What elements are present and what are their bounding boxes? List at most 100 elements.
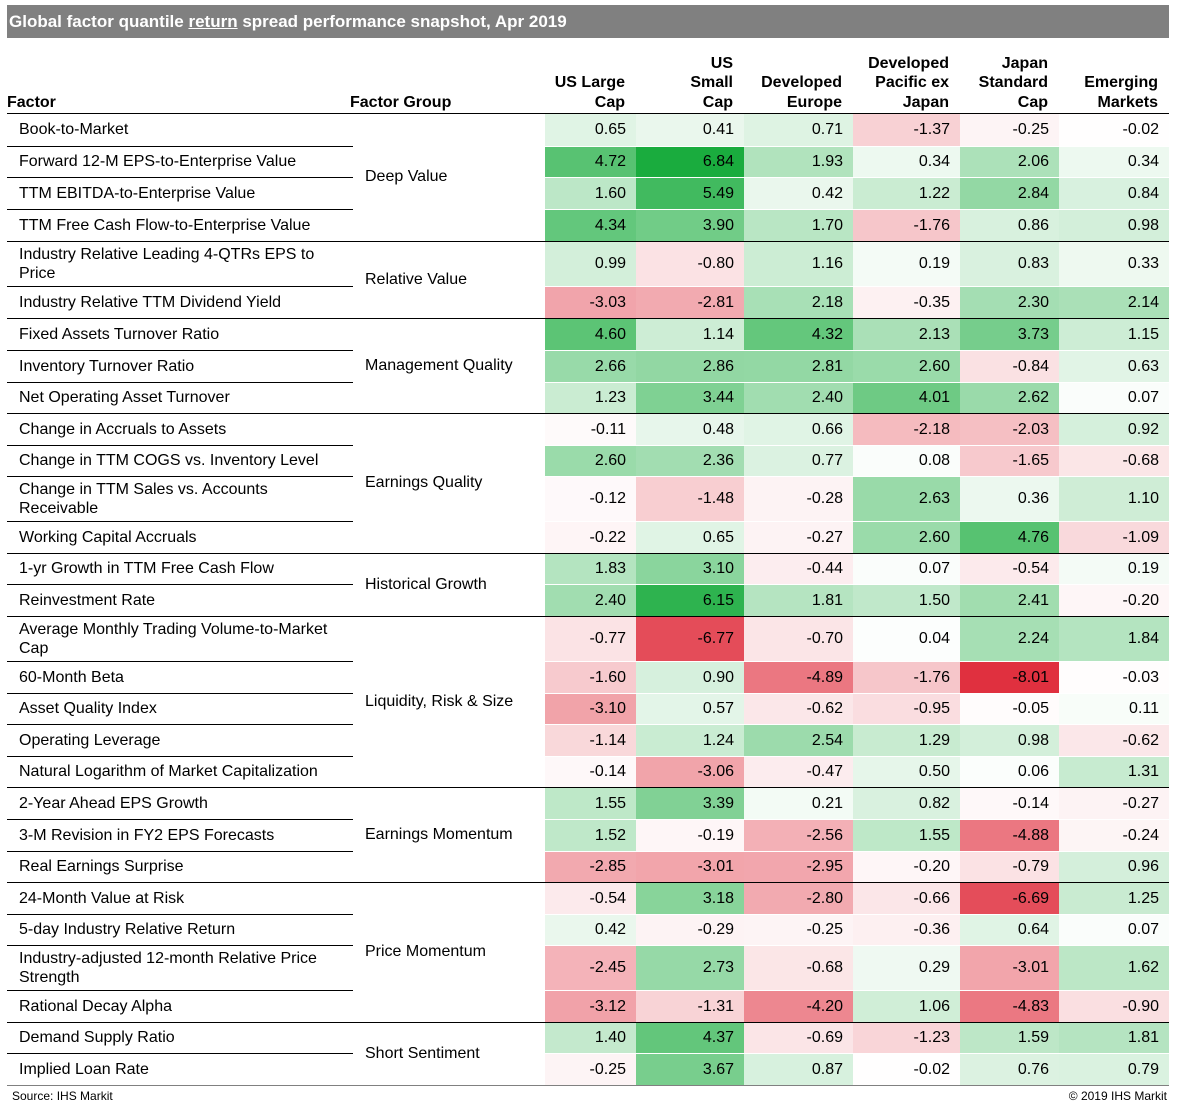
value-cell: 1.55 [545, 788, 636, 819]
column-header: Developed Pacific ex Japan [819, 54, 949, 113]
value-cell: 1.25 [1059, 883, 1169, 914]
factor-name: TTM Free Cash Flow-to-Enterprise Value [19, 216, 311, 234]
value-cell: 1.81 [744, 585, 853, 616]
value-cell: -2.85 [545, 852, 636, 882]
column-header-line: Developed [868, 54, 949, 72]
column-header: Japan Standard Cap [918, 54, 1048, 113]
value-cell: 0.82 [853, 788, 960, 819]
value-cell: 1.70 [744, 210, 853, 241]
value-cell: -0.95 [853, 694, 960, 724]
value-cell: 3.67 [636, 1054, 744, 1085]
column-header-line: Europe [786, 93, 842, 111]
factor-name: Natural Logarithm of Market Capitalizati… [19, 763, 318, 781]
value-cell: 2.06 [960, 147, 1059, 177]
group-divider [7, 1085, 1169, 1086]
value-cell: -0.54 [545, 883, 636, 914]
value-cell: 0.42 [744, 178, 853, 209]
value-cell: 1.24 [636, 725, 744, 756]
value-cell: 0.79 [1059, 1054, 1169, 1085]
value-cell: 0.34 [853, 147, 960, 177]
row-divider [7, 584, 353, 585]
value-cell: -2.03 [960, 414, 1059, 445]
value-cell: -0.25 [545, 1054, 636, 1085]
value-cell: 4.01 [853, 383, 960, 413]
value-cell: 0.83 [960, 242, 1059, 286]
value-cell: -1.23 [853, 1023, 960, 1053]
group-divider [7, 553, 1169, 554]
value-cell: -3.10 [545, 694, 636, 724]
value-cell: 0.33 [1059, 242, 1169, 286]
value-cell: -0.20 [853, 852, 960, 882]
row-divider [7, 476, 353, 477]
factor-name: Reinvestment Rate [19, 591, 156, 609]
value-cell: 4.72 [545, 147, 636, 177]
factor-name: Working Capital Accruals [19, 528, 197, 546]
column-header-line: Emerging [1084, 74, 1158, 91]
factor-name: Average Monthly Trading Volume-to-Market… [19, 620, 328, 658]
value-cell: 4.34 [545, 210, 636, 241]
value-cell: -0.28 [744, 477, 853, 521]
row-divider [7, 945, 353, 946]
factor-name: Industry Relative Leading 4-QTRs EPS to … [19, 245, 315, 283]
factor-group-label: Historical Growth [365, 575, 487, 593]
value-cell: -0.14 [960, 788, 1059, 819]
row-divider [7, 990, 353, 991]
factor-name: Change in TTM COGS vs. Inventory Level [19, 452, 319, 470]
value-cell: -0.90 [1059, 991, 1169, 1022]
value-cell: 0.86 [960, 210, 1059, 241]
factor-group-label: Liquidity, Risk & Size [365, 692, 514, 710]
value-cell: 0.21 [744, 788, 853, 819]
value-cell: 2.18 [744, 287, 853, 318]
value-cell: 2.54 [744, 725, 853, 756]
value-cell: 1.59 [960, 1023, 1059, 1053]
value-cell: 3.73 [960, 319, 1059, 350]
value-cell: -3.06 [636, 757, 744, 787]
source-note: Source: IHS Markit [12, 1089, 113, 1103]
value-cell: 1.10 [1059, 477, 1169, 521]
value-cell: 3.10 [636, 554, 744, 584]
value-cell: 1.50 [853, 585, 960, 616]
value-cell: -0.27 [744, 522, 853, 553]
value-cell: 0.04 [853, 617, 960, 661]
value-cell: 0.64 [960, 915, 1059, 945]
value-cell: -0.66 [853, 883, 960, 914]
value-cell: 1.84 [1059, 617, 1169, 661]
value-cell: 2.62 [960, 383, 1059, 413]
value-cell: 3.90 [636, 210, 744, 241]
factor-group-label: Deep Value [365, 168, 448, 185]
factor-table: Book-to-Market 0.65 0.41 0.71 -1.37 -0.25 -0.0… [7, 113, 1169, 1086]
value-cell: 0.07 [1059, 915, 1169, 945]
row-divider [7, 445, 353, 446]
value-cell: -2.95 [744, 852, 853, 882]
factor-name: Industry Relative TTM Dividend Yield [19, 293, 282, 311]
value-cell: -1.76 [853, 662, 960, 693]
value-cell: 1.55 [853, 820, 960, 851]
value-cell: 0.11 [1059, 694, 1169, 724]
value-cell: 1.81 [1059, 1023, 1169, 1053]
value-cell: 0.07 [853, 554, 960, 584]
value-cell: 2.63 [853, 477, 960, 521]
value-cell: -0.62 [744, 694, 853, 724]
value-cell: -1.31 [636, 991, 744, 1022]
value-cell: -3.01 [636, 852, 744, 882]
value-cell: 2.86 [636, 351, 744, 382]
column-header-line: Japan [902, 93, 949, 111]
value-cell: 2.40 [744, 383, 853, 413]
value-cell: 0.96 [1059, 852, 1169, 882]
value-cell: -0.47 [744, 757, 853, 787]
value-cell: 4.32 [744, 319, 853, 350]
row-divider [7, 661, 353, 662]
value-cell: 0.50 [853, 757, 960, 787]
factor-group-label: Price Momentum [365, 943, 486, 960]
value-cell: -3.03 [545, 287, 636, 318]
column-header-line: Japan [1001, 54, 1048, 72]
value-cell: -0.68 [1059, 446, 1169, 476]
value-cell: 0.65 [545, 114, 636, 146]
value-cell: -1.14 [545, 725, 636, 756]
row-divider [7, 177, 353, 178]
value-cell: -0.77 [545, 617, 636, 661]
row-divider [7, 756, 353, 757]
value-cell: -4.89 [744, 662, 853, 693]
factor-name: TTM EBITDA-to-Enterprise Value [19, 184, 256, 202]
factor-name: Inventory Turnover Ratio [19, 357, 195, 375]
